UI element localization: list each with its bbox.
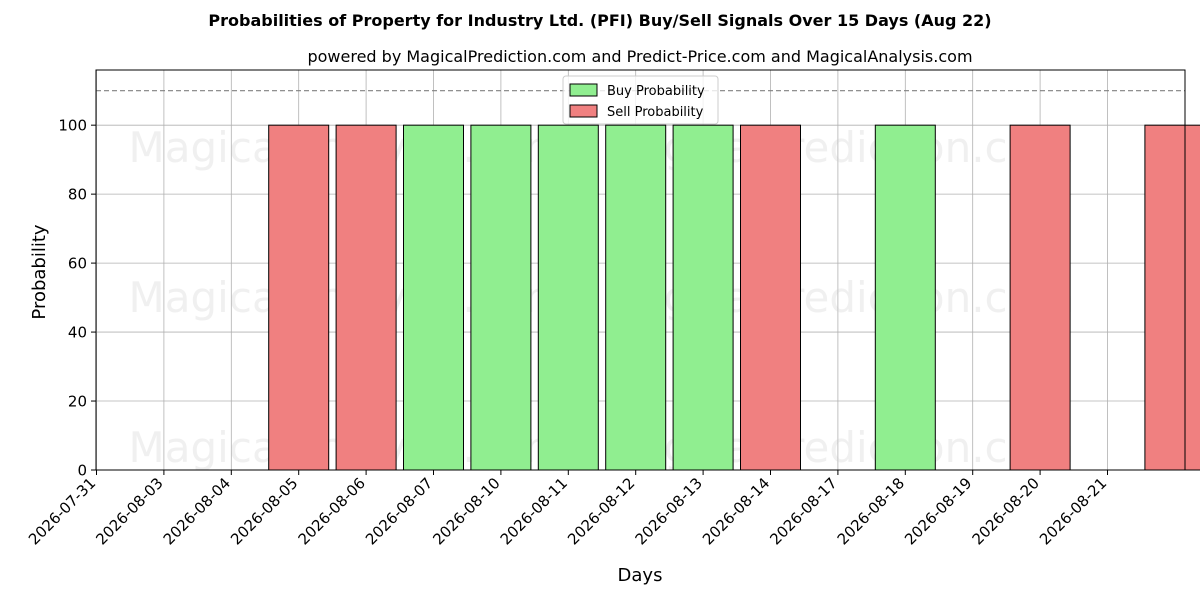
bar xyxy=(605,124,667,471)
bar xyxy=(470,124,532,471)
bar xyxy=(1009,124,1071,471)
legend-label: Buy Probability xyxy=(607,84,705,99)
bar xyxy=(268,124,330,471)
y-tick-label: 40 xyxy=(68,324,87,342)
bar xyxy=(1144,124,1200,471)
bar xyxy=(740,124,801,471)
y-tick-label: 80 xyxy=(68,186,87,204)
x-axis-label: Days xyxy=(618,565,663,586)
bar xyxy=(537,124,599,471)
legend: Buy Probability Sell Probability xyxy=(562,75,719,125)
plot-frame xyxy=(95,69,1186,471)
y-tick-label: 0 xyxy=(77,462,87,480)
y-tick-label: 20 xyxy=(68,393,87,411)
y-axis-label: Probability xyxy=(29,224,50,319)
y-tick-label: 100 xyxy=(58,117,87,135)
legend-box xyxy=(562,75,719,125)
bar xyxy=(403,124,464,471)
bar xyxy=(874,124,936,471)
bars xyxy=(96,90,1200,471)
legend-label: Sell Probability xyxy=(607,105,704,120)
legend-swatch xyxy=(569,83,598,97)
chart-subtitle: powered by MagicalPrediction.com and Pre… xyxy=(307,47,972,66)
chart-title: Probabilities of Property for Industry L… xyxy=(208,11,991,30)
y-tick-label: 60 xyxy=(68,255,87,273)
legend-swatch xyxy=(569,104,598,118)
bar xyxy=(335,124,397,471)
bar xyxy=(672,124,734,471)
